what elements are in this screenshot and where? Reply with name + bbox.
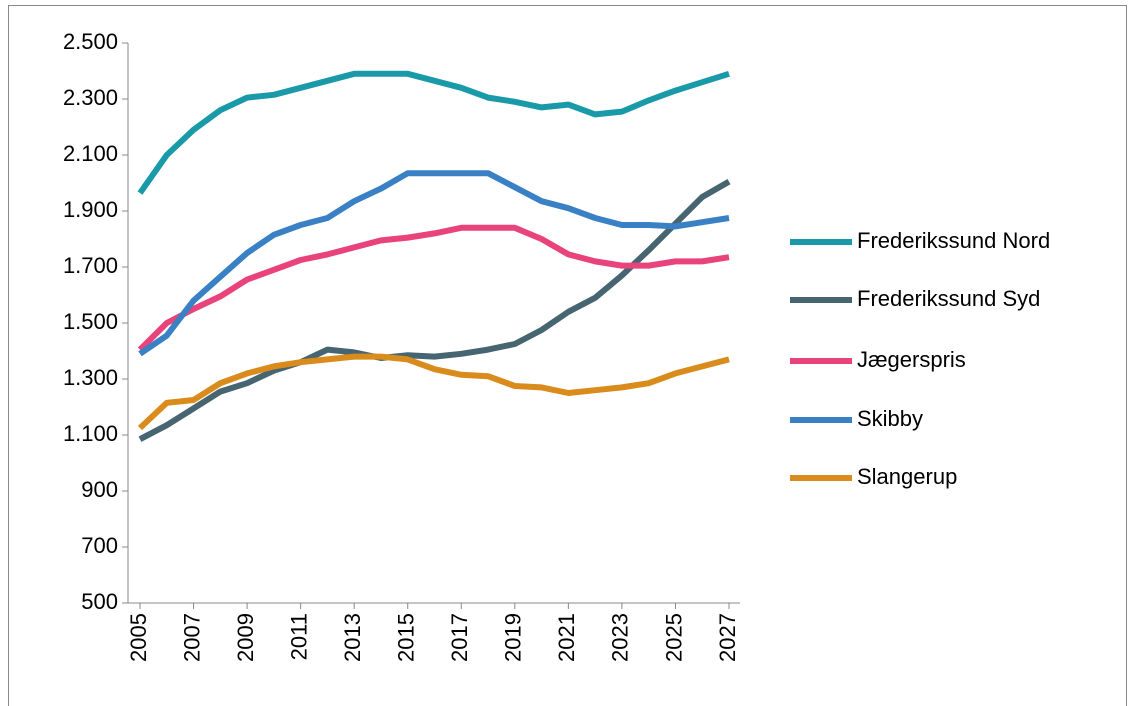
y-tick-label: 1.100 xyxy=(63,421,118,446)
legend-label: Frederikssund Nord xyxy=(857,228,1050,253)
y-tick-label: 2.300 xyxy=(63,85,118,110)
y-tick-label: 1.500 xyxy=(63,309,118,334)
series-line xyxy=(137,353,730,431)
x-tick-label: 2017 xyxy=(447,613,472,662)
series-line xyxy=(138,170,730,357)
y-tick-label: 900 xyxy=(81,477,118,502)
x-tick-label: 2021 xyxy=(554,613,579,662)
y-tick-label: 1.300 xyxy=(63,365,118,390)
x-tick-label: 2027 xyxy=(715,613,740,662)
y-tick-label: 2.100 xyxy=(63,141,118,166)
x-tick-label: 2011 xyxy=(286,613,311,660)
x-tick-label: 2025 xyxy=(661,613,686,662)
y-tick-label: 1.900 xyxy=(63,197,118,222)
x-tick-label: 2019 xyxy=(501,613,526,662)
x-tick-label: 2023 xyxy=(608,613,633,662)
y-tick-label: 1.700 xyxy=(63,253,118,278)
x-tick-label: 2005 xyxy=(126,613,151,662)
y-tick-label: 700 xyxy=(81,533,118,558)
legend-label: Frederikssund Syd xyxy=(857,286,1040,311)
y-tick-label: 2.500 xyxy=(63,29,118,54)
series-line xyxy=(138,178,731,442)
x-tick-label: 2013 xyxy=(340,613,365,662)
legend-label: Slangerup xyxy=(857,464,957,489)
chart-frame xyxy=(8,5,1127,706)
legend-label: Jægerspris xyxy=(857,347,966,372)
legend-label: Skibby xyxy=(857,406,923,431)
x-tick-label: 2015 xyxy=(394,613,419,662)
x-tick-label: 2009 xyxy=(233,613,258,662)
series-line xyxy=(137,70,730,195)
series-line xyxy=(137,224,730,352)
y-tick-label: 500 xyxy=(81,589,118,614)
x-tick-label: 2007 xyxy=(179,613,204,662)
